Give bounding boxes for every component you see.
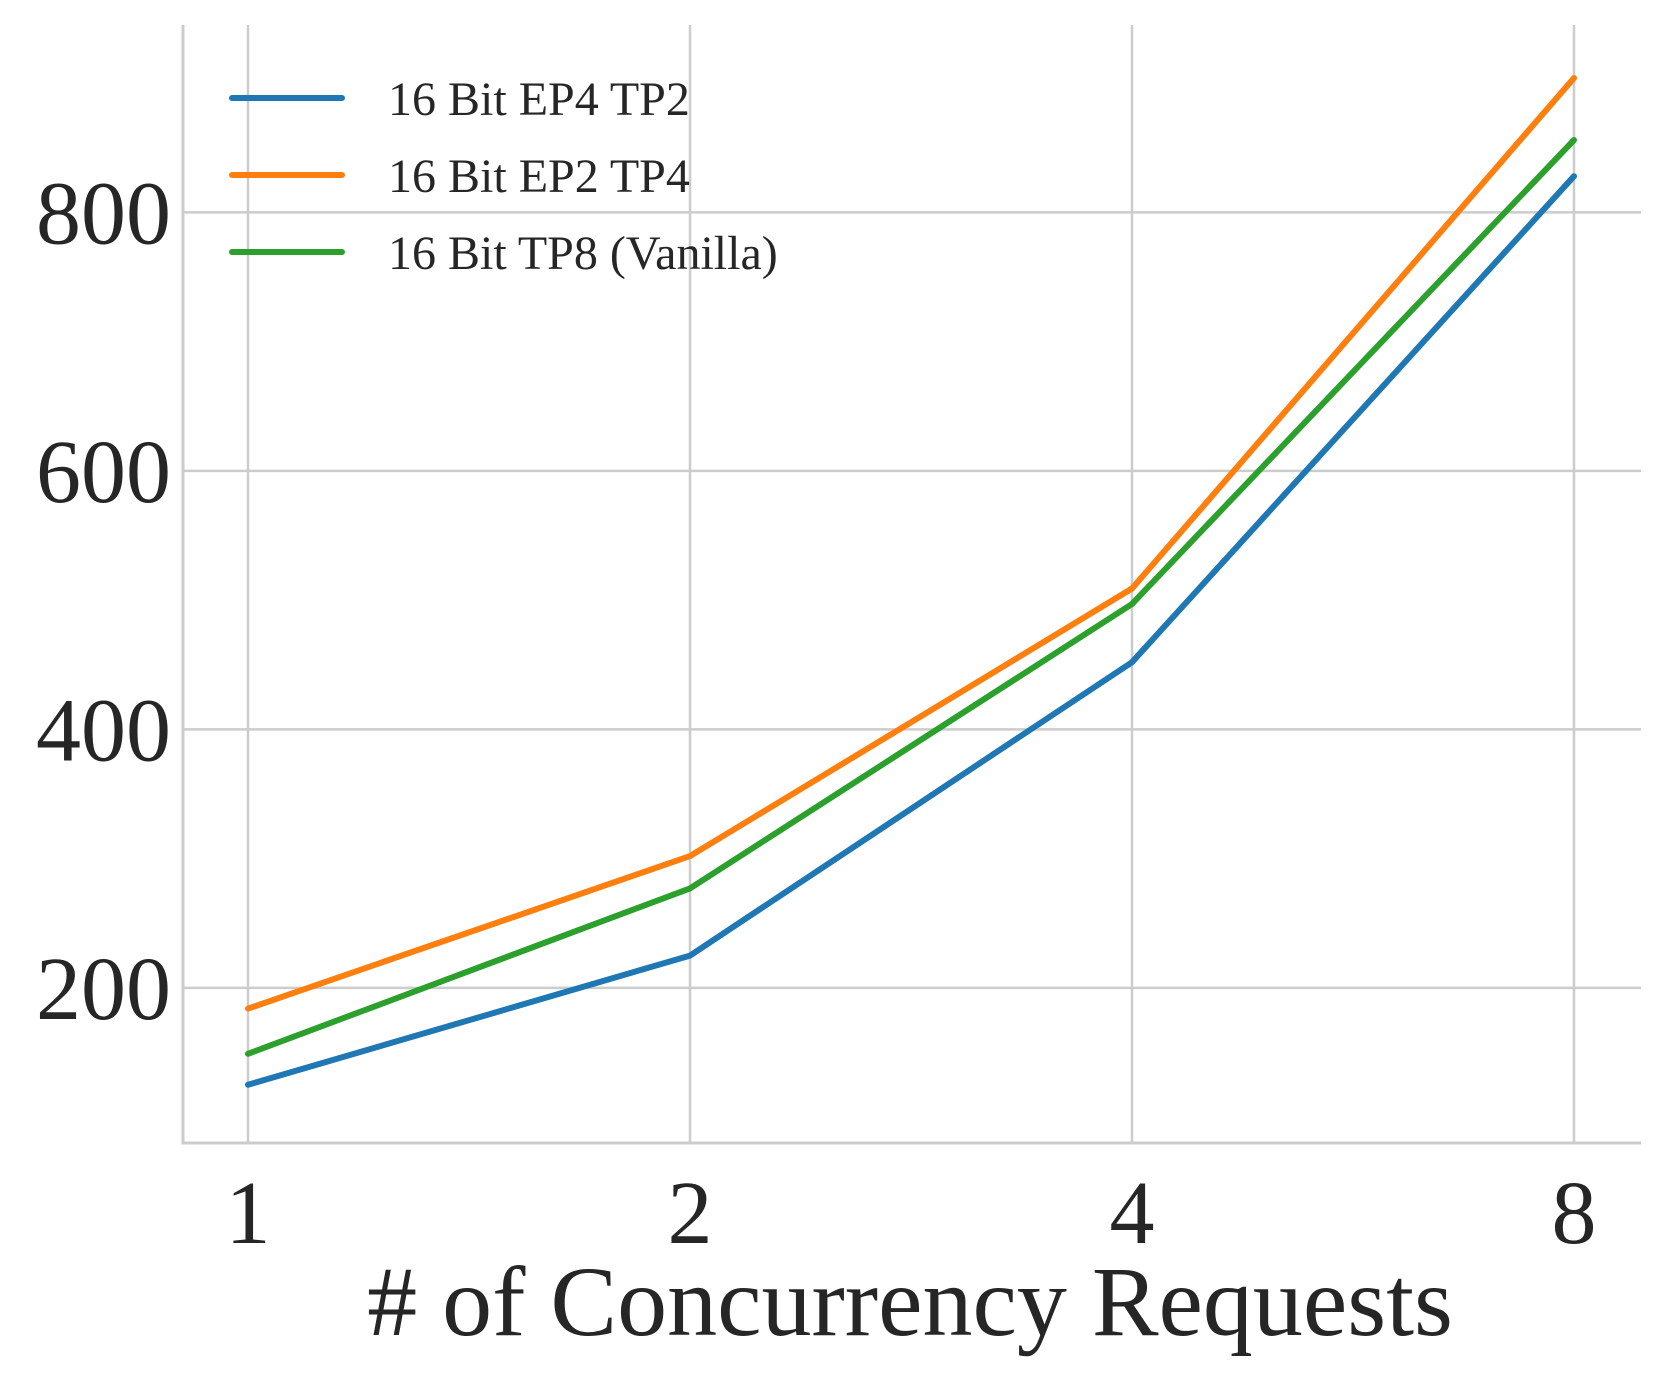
- legend: 16 Bit EP4 TP2 16 Bit EP2 TP4 16 Bit TP8 (…: [229, 73, 778, 280]
- legend-label-1: 16 Bit EP4 TP2: [388, 73, 690, 126]
- x-tick-label-8: 8: [1552, 1164, 1597, 1263]
- series-line-2: [245, 75, 1577, 1012]
- legend-label-2: 16 Bit EP2 TP4: [388, 150, 690, 203]
- series-line-3: [245, 137, 1577, 1057]
- x-tick-label-1: 1: [226, 1164, 271, 1263]
- series-layer: [245, 75, 1577, 1088]
- axis-spines: [181, 25, 1641, 1145]
- series-line-1: [245, 173, 1577, 1088]
- y-tick-label-400: 400: [36, 681, 171, 780]
- legend-label-3: 16 Bit TP8 (Vanilla): [388, 227, 778, 280]
- tick-labels: 1 2 4 8 200 400 600 800: [36, 164, 1597, 1263]
- x-axis-title: # of Concurrency Requests: [367, 1246, 1453, 1357]
- x-tick-label-4: 4: [1110, 1164, 1155, 1263]
- x-tick-label-2: 2: [668, 1164, 713, 1263]
- y-tick-label-600: 600: [36, 423, 171, 522]
- y-tick-label-200: 200: [36, 940, 171, 1039]
- y-tick-label-800: 800: [36, 164, 171, 263]
- axis-spine: [181, 25, 1641, 1145]
